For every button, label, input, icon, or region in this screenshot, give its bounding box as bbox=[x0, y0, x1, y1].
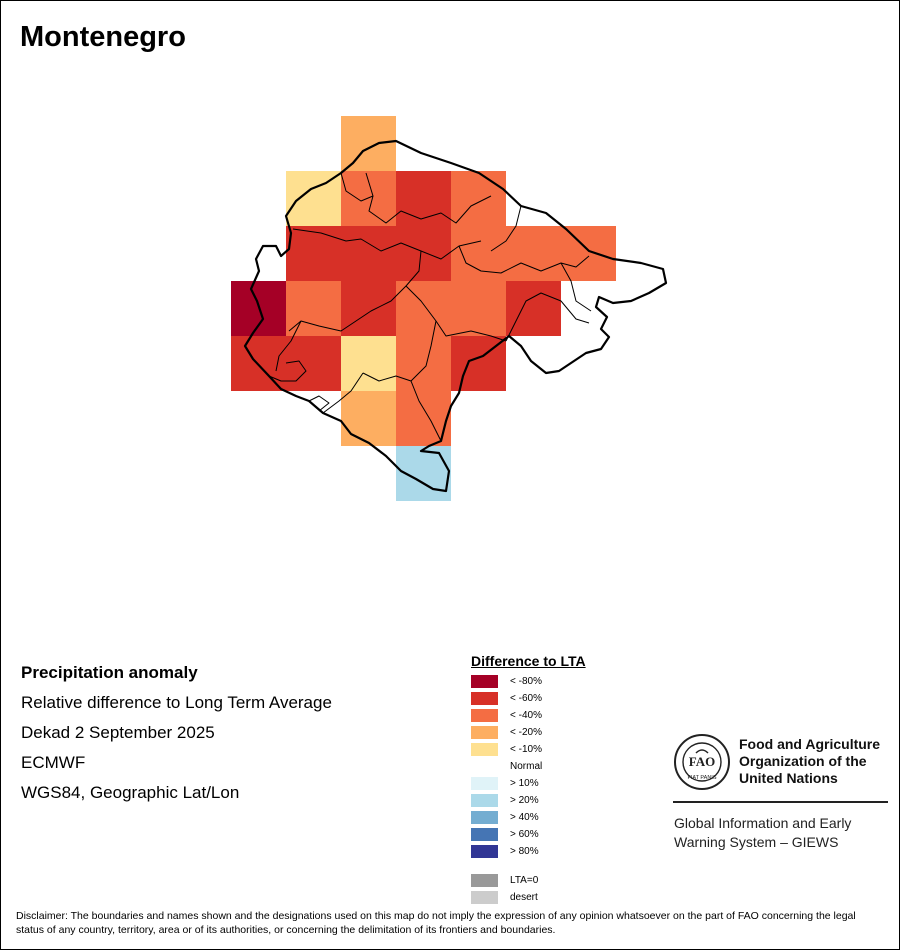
legend-swatch bbox=[471, 828, 498, 841]
grid-cell bbox=[341, 391, 396, 446]
legend-swatch bbox=[471, 891, 498, 904]
municipal-boundaries bbox=[268, 172, 592, 442]
organization-name: Food and Agriculture Organization of the… bbox=[739, 736, 881, 786]
legend-label: LTA=0 bbox=[510, 875, 539, 886]
legend-item: > 40% bbox=[471, 809, 586, 826]
legend-label: > 60% bbox=[510, 829, 539, 840]
legend-swatch bbox=[471, 845, 498, 858]
projection-label: WGS84, Geographic Lat/Lon bbox=[21, 783, 240, 802]
svg-text:FAO: FAO bbox=[689, 754, 715, 769]
fao-logo: FAO FIAT PANIS bbox=[674, 734, 730, 790]
program-name: Global Information and Early Warning Sys… bbox=[674, 815, 852, 850]
legend-classes: < -80% < -60% < -40% < -20% < -10% Normal > 10… bbox=[471, 673, 586, 860]
legend-swatch bbox=[471, 726, 498, 739]
legend-swatch bbox=[471, 692, 498, 705]
legend-label: < -80% bbox=[510, 676, 542, 687]
period-label: Dekad 2 September 2025 bbox=[21, 723, 215, 742]
legend-item: < -60% bbox=[471, 690, 586, 707]
legend-swatch bbox=[471, 794, 498, 807]
grid-cell bbox=[451, 171, 506, 226]
legend-item: < -20% bbox=[471, 724, 586, 741]
legend-item: < -10% bbox=[471, 741, 586, 758]
map-info: Precipitation anomaly Relative differenc… bbox=[21, 658, 332, 808]
legend-item: > 10% bbox=[471, 775, 586, 792]
grid-cell bbox=[341, 281, 396, 336]
disclaimer: Disclaimer: The boundaries and names sho… bbox=[16, 910, 856, 936]
grid-cell bbox=[396, 171, 451, 226]
grid-cell bbox=[506, 226, 561, 281]
legend-label: > 20% bbox=[510, 795, 539, 806]
grid-cell bbox=[396, 226, 451, 281]
legend-item: Normal bbox=[471, 758, 586, 775]
legend-label: > 40% bbox=[510, 812, 539, 823]
legend-label: > 10% bbox=[510, 778, 539, 789]
grid-cell bbox=[341, 226, 396, 281]
grid-cell bbox=[341, 116, 396, 171]
grid-cell bbox=[561, 226, 616, 281]
legend-label: > 80% bbox=[510, 846, 539, 857]
legend-swatch bbox=[471, 874, 498, 887]
legend-item: > 80% bbox=[471, 843, 586, 860]
legend-item: < -80% bbox=[471, 673, 586, 690]
legend-extra: LTA=0 desert bbox=[471, 872, 586, 906]
legend-title: Difference to LTA bbox=[471, 653, 586, 669]
grid-cell bbox=[286, 336, 341, 391]
legend-swatch bbox=[471, 777, 498, 790]
grid-cell bbox=[451, 226, 506, 281]
legend-swatch bbox=[471, 760, 498, 773]
legend-label: < -60% bbox=[510, 693, 542, 704]
legend-item: LTA=0 bbox=[471, 872, 586, 889]
legend-swatch bbox=[471, 675, 498, 688]
legend-swatch bbox=[471, 709, 498, 722]
anomaly-grid bbox=[231, 116, 616, 501]
product-description: Relative difference to Long Term Average bbox=[21, 693, 332, 712]
country-border bbox=[243, 139, 668, 493]
legend-label: desert bbox=[510, 892, 538, 903]
grid-cell bbox=[341, 336, 396, 391]
legend-item: < -40% bbox=[471, 707, 586, 724]
legend-label: Normal bbox=[510, 761, 543, 772]
divider bbox=[673, 801, 888, 803]
grid-cell bbox=[286, 226, 341, 281]
grid-cell bbox=[396, 281, 451, 336]
map-title: Montenegro bbox=[20, 21, 186, 53]
legend-swatch bbox=[471, 811, 498, 824]
legend-label: < -20% bbox=[510, 727, 542, 738]
grid-cell bbox=[506, 281, 561, 336]
legend-swatch bbox=[471, 743, 498, 756]
grid-cell bbox=[396, 336, 451, 391]
grid-cell bbox=[286, 281, 341, 336]
legend-label: < -40% bbox=[510, 710, 542, 721]
logo-motto: FIAT PANIS bbox=[687, 775, 716, 781]
legend: Difference to LTA < -80% < -60% < -40% < -2… bbox=[471, 653, 586, 906]
product-name: Precipitation anomaly bbox=[21, 663, 198, 682]
legend-item: > 60% bbox=[471, 826, 586, 843]
data-source: ECMWF bbox=[21, 753, 86, 772]
legend-label: < -10% bbox=[510, 744, 542, 755]
legend-item: desert bbox=[471, 889, 586, 906]
grid-cell bbox=[451, 281, 506, 336]
legend-item: > 20% bbox=[471, 792, 586, 809]
grid-cell bbox=[341, 171, 396, 226]
